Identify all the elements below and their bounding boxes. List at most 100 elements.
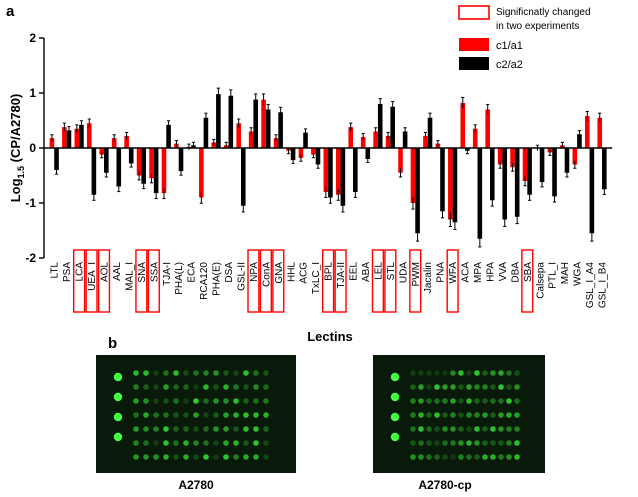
array-spot <box>153 440 159 446</box>
array-spot <box>410 426 416 432</box>
highlight-boxes <box>72 249 534 313</box>
array-spot <box>133 370 139 376</box>
array-spot <box>223 440 229 446</box>
array-spot <box>450 412 456 418</box>
bar-s1-PSA <box>62 127 67 148</box>
category-label-PSA: PSA <box>62 262 73 282</box>
array-spot <box>426 426 432 432</box>
array-spot <box>458 454 464 460</box>
bar-s2-LCA <box>79 124 84 148</box>
array-spot <box>213 398 219 404</box>
bar-s1-SSA <box>149 148 154 179</box>
array-spot <box>514 440 520 446</box>
bar-s1-SNA <box>136 148 142 176</box>
array-spot <box>243 384 249 390</box>
category-label-UEA_I: UEA_I <box>87 262 98 291</box>
bar-s1-STL <box>385 135 391 148</box>
array-spot <box>133 426 139 432</box>
y-tick-label: -2 <box>25 251 36 265</box>
bar-s1-LCA <box>74 128 80 148</box>
array-spot <box>442 370 448 376</box>
array-spot <box>434 384 440 390</box>
array-spot <box>506 398 512 404</box>
array-spot <box>183 384 189 390</box>
bar-s2-GSL_I_A4 <box>589 148 595 234</box>
array-spot <box>183 398 189 404</box>
array-spot <box>434 440 440 446</box>
array-spot <box>490 370 496 376</box>
legend-series2-swatch <box>459 57 489 70</box>
category-label-PNA: PNA <box>436 262 447 283</box>
category-label-MAL_I: MAL_I <box>124 262 135 291</box>
bar-s2-EEL <box>353 148 358 192</box>
bar-s2-SNA <box>141 148 146 184</box>
array-spot <box>466 370 472 376</box>
array-spot <box>426 398 432 404</box>
array-spot <box>450 454 456 460</box>
array-spot <box>434 412 440 418</box>
array-spot <box>482 398 488 404</box>
category-label-ACA: ACA <box>461 262 472 283</box>
array-spot <box>173 370 179 376</box>
array-spot <box>213 440 219 446</box>
array-spot <box>442 412 448 418</box>
bar-s1-BPL <box>323 148 329 192</box>
array-spot <box>450 426 456 432</box>
y-axis-label-main: Log <box>8 178 23 202</box>
array-spot <box>143 398 149 404</box>
highlight-box-LEL <box>371 249 385 313</box>
bar-s2-DSA <box>228 95 234 148</box>
marker-spot <box>113 412 123 422</box>
bar-s1-GNA <box>273 138 279 148</box>
array-spot <box>153 370 159 376</box>
category-label-LCA: LCA <box>75 262 86 282</box>
array-spot <box>223 454 229 460</box>
category-label-TJA-II: TJA-II <box>336 262 347 289</box>
array-spot <box>163 454 169 460</box>
bar-s2-PHA(L) <box>178 148 184 172</box>
array-spot <box>458 440 464 446</box>
array-spot <box>418 426 424 432</box>
array-spot <box>490 426 496 432</box>
array-spot <box>450 384 456 390</box>
bar-s1-VVA <box>497 148 503 165</box>
array-spot <box>410 454 416 460</box>
array-spot <box>506 454 512 460</box>
category-label-ECA: ECA <box>187 262 198 283</box>
array-spot <box>466 440 472 446</box>
marker-spot <box>390 432 400 442</box>
category-label-VVA: VVA <box>498 262 509 282</box>
array-spot <box>233 412 239 418</box>
array-spot <box>418 398 424 404</box>
array-spot <box>410 440 416 446</box>
bar-s1-UDA <box>398 148 403 173</box>
array-spot <box>173 398 179 404</box>
array-spot <box>233 454 239 460</box>
y-tick-label: 0 <box>29 141 36 155</box>
array-spot <box>143 412 149 418</box>
bar-s1-GSL_I_A4 <box>584 116 590 148</box>
category-label-UDA: UDA <box>398 262 409 283</box>
array-spot <box>490 412 496 418</box>
category-label-ConA: ConA <box>261 262 272 287</box>
array-spot <box>213 454 219 460</box>
array-spot <box>143 454 149 460</box>
array-caption-a2780-cp: A2780-cp <box>418 478 471 492</box>
array-spot <box>163 426 169 432</box>
array-spot <box>243 454 249 460</box>
array-spot <box>426 384 432 390</box>
bar-s2-PWM <box>415 148 420 234</box>
bar-s1-SBA <box>522 148 528 181</box>
category-label-MPA: MPA <box>473 262 484 283</box>
bar-s1-ConA <box>261 99 266 148</box>
category-label-TxLC_I: TxLC_I <box>311 262 322 294</box>
array-spot <box>243 440 249 446</box>
array-spot <box>153 426 159 432</box>
bar-s2-NPA <box>253 99 259 148</box>
bar-s2-MAL_I <box>128 148 134 164</box>
array-spot <box>163 370 169 376</box>
microarray-a2780 <box>96 355 296 473</box>
array-spot <box>213 412 219 418</box>
category-label-EEL: EEL <box>349 262 360 281</box>
array-spot <box>223 370 229 376</box>
